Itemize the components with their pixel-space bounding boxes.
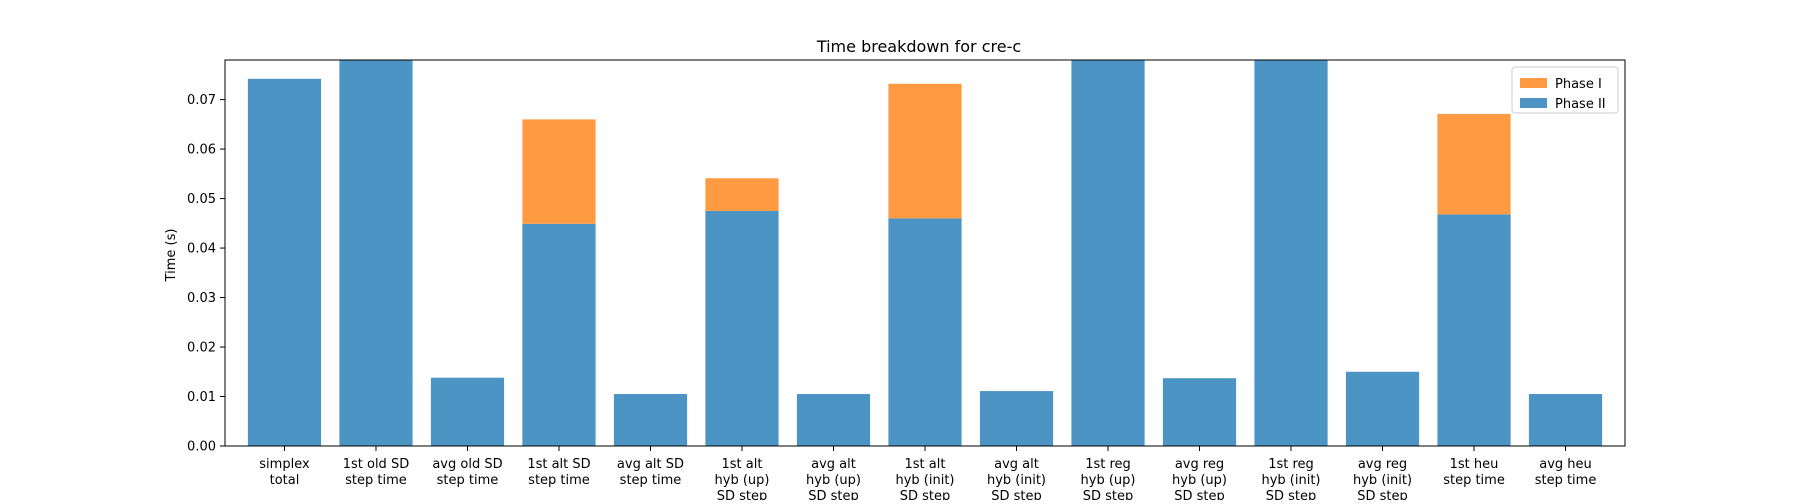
x-tick-label: avg reg hyb (init) SD step <box>1353 457 1412 500</box>
x-tick-label: avg alt SD step time <box>617 457 684 488</box>
bar-phase-i-7 <box>888 83 962 219</box>
bar-phase-ii-14 <box>1528 394 1603 446</box>
y-tick-label: 0.00 <box>187 440 216 455</box>
bar-phase-ii-12 <box>1345 371 1420 446</box>
legend-label-phase-ii: Phase II <box>1555 97 1606 112</box>
bar-phase-ii-9 <box>1071 60 1145 446</box>
x-tick-label: avg alt hyb (init) SD step <box>987 457 1046 500</box>
bar-phase-i-3 <box>522 119 596 224</box>
x-tick-label: 1st alt hyb (init) SD step <box>895 457 954 500</box>
bar-phase-ii-7 <box>888 218 962 446</box>
x-tick-label: 1st reg hyb (up) SD step <box>1081 457 1136 500</box>
bar-phase-ii-8 <box>979 391 1054 446</box>
bar-phase-ii-11 <box>1254 60 1328 446</box>
legend-swatch-phase-ii <box>1520 98 1547 108</box>
y-tick-label: 0.01 <box>187 390 216 405</box>
bar-phase-ii-0 <box>247 78 322 447</box>
y-tick-label: 0.06 <box>187 143 216 158</box>
ticks: 0.00 0.01 0.02 0.03 0.04 0.05 0.06 0.07 simplex t… <box>187 93 1597 504</box>
bars <box>247 60 1603 447</box>
bar-phase-ii-1 <box>339 60 413 446</box>
y-tick-label: 0.02 <box>187 341 216 356</box>
x-tick-label: 1st heu step time <box>1443 457 1505 488</box>
chart-title: Time breakdown for cre-c <box>816 37 1021 56</box>
x-tick-label: avg reg hyb (up) SD step <box>1172 457 1227 500</box>
bar-phase-ii-3 <box>522 223 596 446</box>
legend-label-phase-i: Phase I <box>1555 77 1602 92</box>
bar-phase-ii-10 <box>1162 378 1237 446</box>
x-tick-label: avg alt hyb (up) SD step <box>806 457 861 500</box>
bar-phase-ii-13 <box>1437 214 1511 446</box>
x-tick-label: avg old SD step time <box>432 457 502 488</box>
y-tick-label: 0.05 <box>187 192 216 207</box>
y-tick-label: 0.04 <box>187 242 216 257</box>
bar-phase-i-5 <box>705 178 779 211</box>
y-tick-label: 0.07 <box>187 93 216 108</box>
x-tick-label: simplex total <box>259 457 310 488</box>
x-tick-label: 1st reg hyb (init) SD step <box>1261 457 1320 500</box>
x-tick-label: avg heu step time <box>1535 457 1597 488</box>
bar-phase-ii-2 <box>430 377 505 446</box>
y-tick-label: 0.03 <box>187 291 216 306</box>
bar-phase-ii-4 <box>613 394 688 446</box>
legend-swatch-phase-i <box>1520 78 1547 88</box>
x-tick-label: 1st alt SD step time <box>527 457 590 488</box>
x-tick-label: 1st alt hyb (up) SD step <box>715 457 770 500</box>
bar-phase-ii-5 <box>705 210 779 446</box>
legend: Phase I Phase II <box>1511 66 1619 114</box>
bar-phase-i-13 <box>1437 113 1511 215</box>
y-axis-label: Time (s) <box>164 229 179 283</box>
bar-phase-ii-6 <box>796 394 871 446</box>
x-tick-label: 1st old SD step time <box>343 457 410 488</box>
